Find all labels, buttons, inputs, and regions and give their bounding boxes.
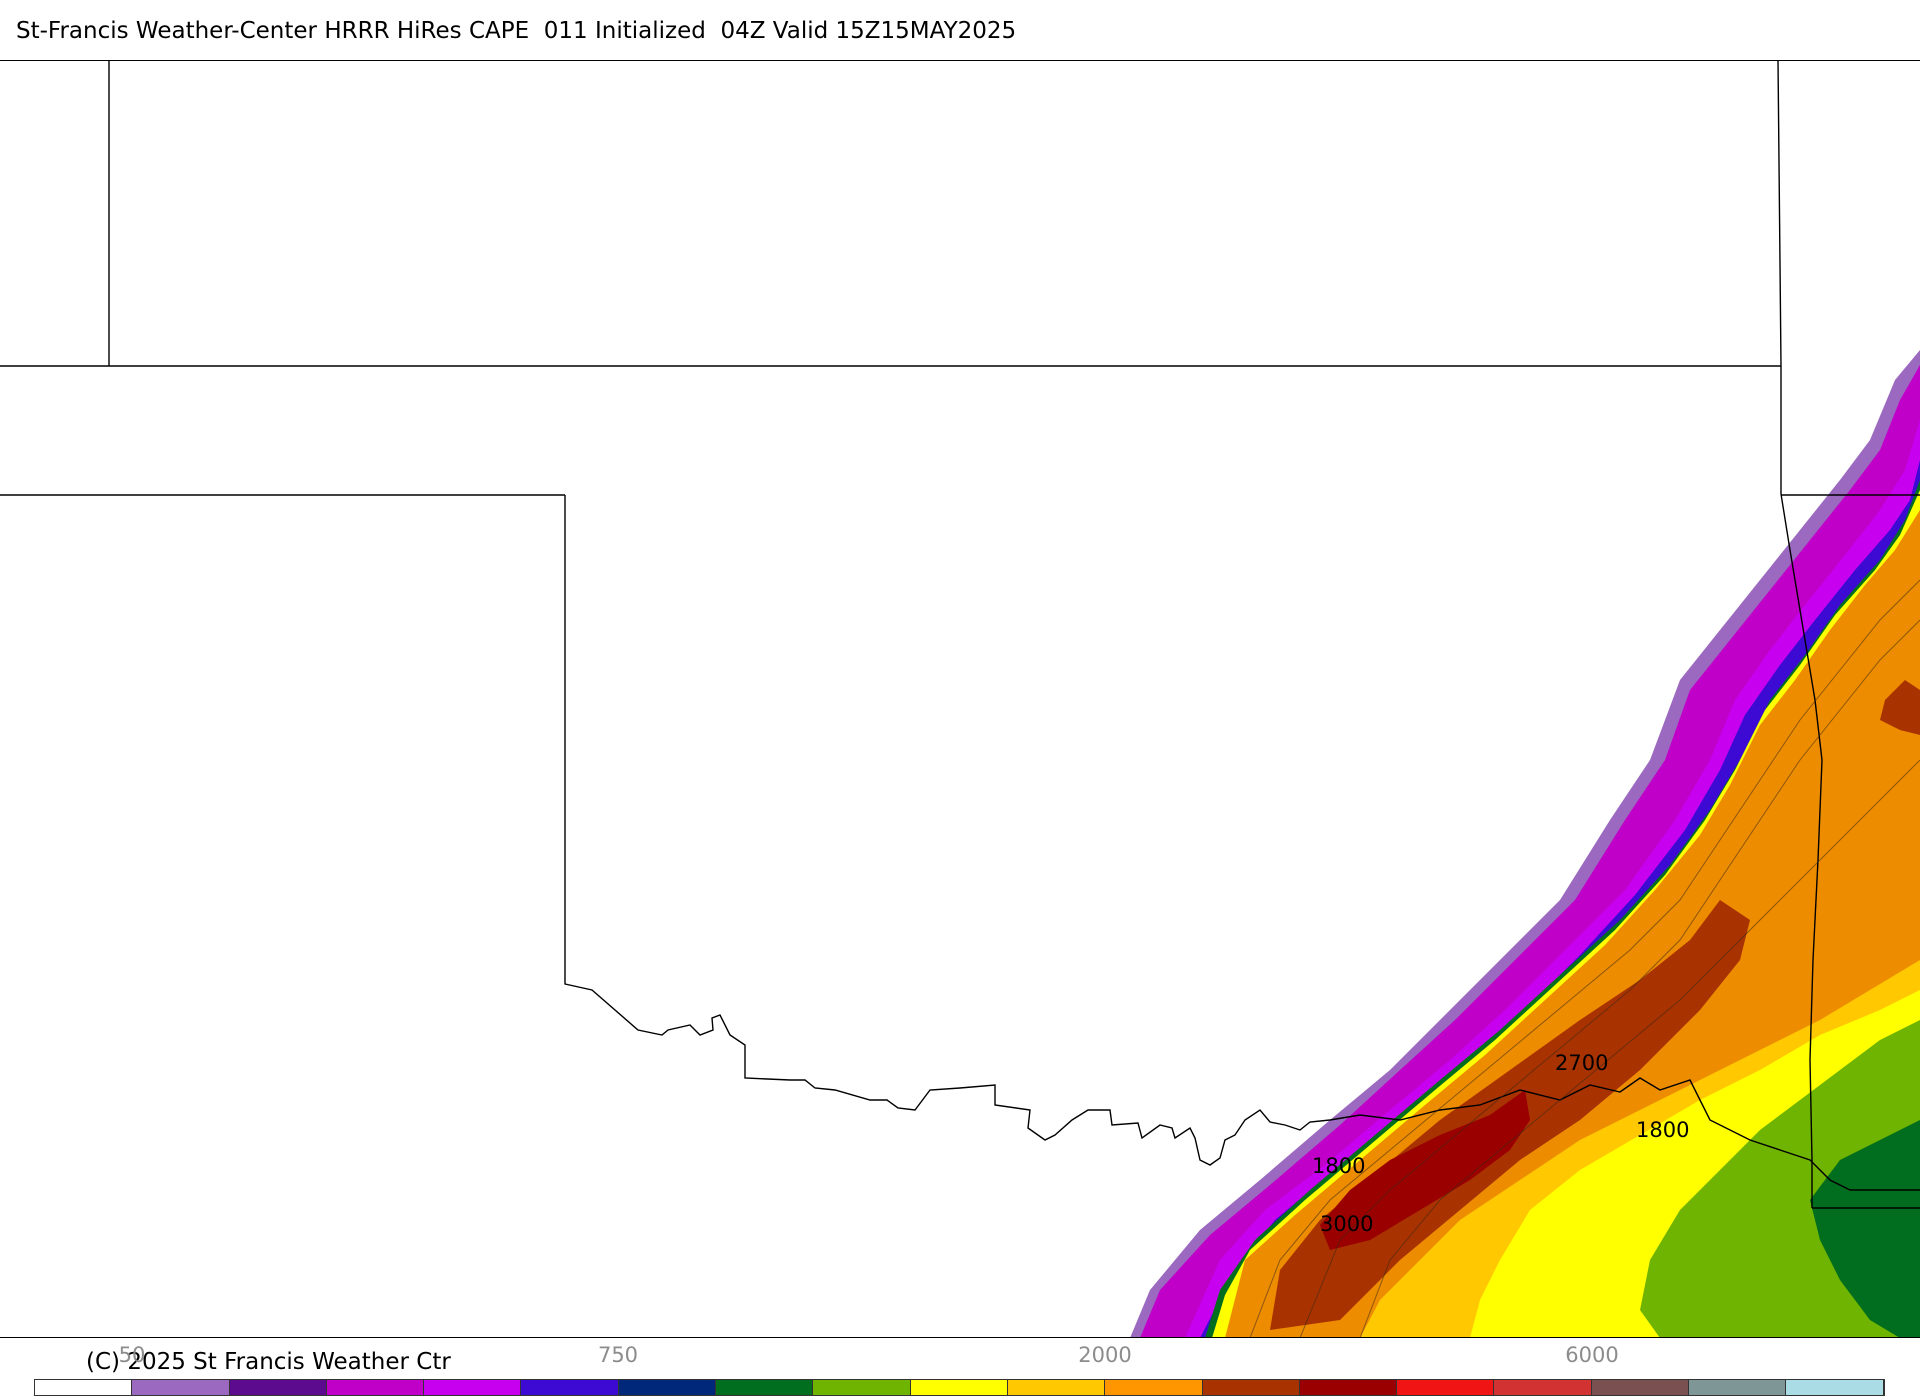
colorbar-swatch bbox=[1397, 1380, 1495, 1395]
colorbar-swatch bbox=[1591, 1380, 1690, 1395]
copyright-text: (C) 2025 St Francis Weather Ctr bbox=[86, 1349, 451, 1375]
colorbar-tick-50: 50 bbox=[118, 1343, 146, 1367]
colorbar-swatch bbox=[910, 1380, 1008, 1395]
colorbar-swatch bbox=[35, 1380, 133, 1395]
cape-band-brown-ne bbox=[1880, 680, 1920, 735]
colorbar-swatch bbox=[326, 1380, 425, 1395]
colorbar-swatch bbox=[132, 1380, 230, 1395]
colorbar-swatch bbox=[521, 1380, 619, 1395]
cape-band-green-dark-se bbox=[1810, 1120, 1920, 1338]
colorbar-swatch bbox=[618, 1380, 717, 1395]
colorbar-swatch bbox=[1299, 1380, 1398, 1395]
state-borders bbox=[0, 60, 1920, 1209]
colorbar-swatch bbox=[424, 1380, 522, 1395]
colorbar-swatch bbox=[1689, 1380, 1787, 1395]
cape-shading bbox=[1130, 350, 1920, 1338]
colorbar-swatch bbox=[1105, 1380, 1203, 1395]
colorbar-swatch bbox=[716, 1380, 814, 1395]
colorbar-tick-2000: 2000 bbox=[1078, 1343, 1132, 1367]
colorbar-swatch bbox=[1202, 1380, 1300, 1395]
contour-label-2700: 2700 bbox=[1555, 1051, 1608, 1075]
map-title: St-Francis Weather-Center HRRR HiRes CAP… bbox=[16, 18, 1017, 44]
colorbar-swatch bbox=[1007, 1380, 1106, 1395]
colorbar-tick-6000: 6000 bbox=[1565, 1343, 1619, 1367]
contour-label-1800-east: 1800 bbox=[1636, 1118, 1689, 1142]
colorbar-swatch bbox=[229, 1380, 327, 1395]
colorbar-swatch bbox=[1786, 1380, 1884, 1395]
cape-contours bbox=[1249, 579, 1920, 1338]
colorbar-tick-750: 750 bbox=[597, 1343, 639, 1367]
contour-label-3000: 3000 bbox=[1320, 1212, 1373, 1236]
colorbar-swatch bbox=[1494, 1380, 1592, 1395]
cape-map: 1800 2700 1800 3000 bbox=[0, 60, 1920, 1338]
cape-colorbar bbox=[34, 1379, 1885, 1396]
map-frame bbox=[0, 60, 1920, 1338]
colorbar-swatch bbox=[813, 1380, 911, 1395]
cape-band-darkred bbox=[1320, 1090, 1530, 1250]
contour-label-1800-west: 1800 bbox=[1312, 1154, 1365, 1178]
